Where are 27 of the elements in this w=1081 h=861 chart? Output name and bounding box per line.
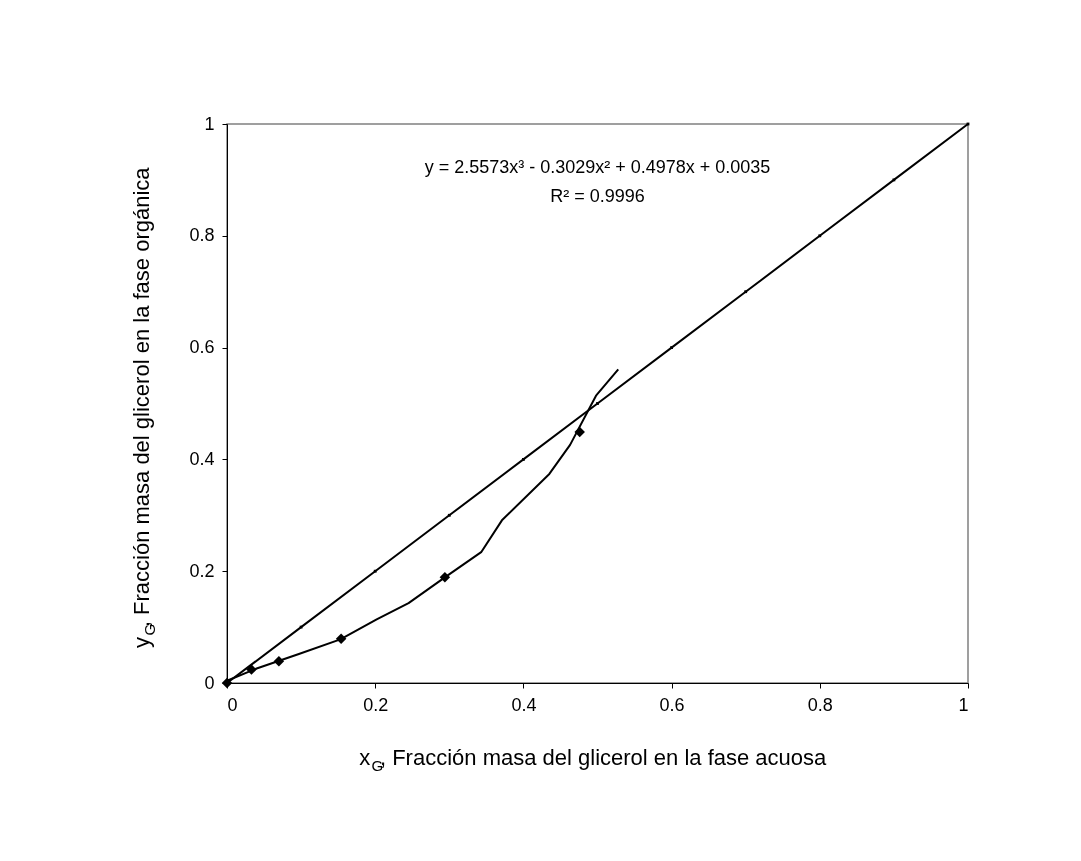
point	[574, 426, 585, 438]
point	[221, 677, 233, 689]
x-tick-label: 0.2	[363, 694, 389, 715]
point	[335, 633, 347, 645]
point	[299, 625, 303, 629]
x-tick-label: 1	[958, 694, 969, 715]
y-tick-label: 0.4	[189, 448, 215, 469]
y-tick-label: 0.2	[189, 560, 215, 581]
x-tick-label: 0.4	[511, 694, 537, 715]
y-tick-label: 1	[204, 113, 215, 134]
point	[246, 664, 257, 675]
x-tick-label: 0	[227, 694, 238, 715]
y-tick-label: 0.6	[189, 337, 215, 358]
y-tick-label: 0	[204, 672, 215, 693]
annotation: y = 2.5573x³ - 0.3029x² + 0.4978x + 0.0035	[424, 157, 771, 177]
annotation: R² = 0.9996	[550, 186, 645, 206]
y-axis-title: yG, Fracción masa del glicerol en la fase orgánica	[129, 166, 158, 648]
y-tick-label: 0.8	[189, 225, 215, 246]
x-tick-label: 0.8	[807, 694, 833, 715]
x-tick-label: 0.6	[659, 694, 685, 715]
point	[439, 572, 451, 583]
point	[447, 513, 451, 517]
point	[273, 655, 285, 667]
point	[373, 569, 377, 573]
point	[744, 290, 748, 294]
point	[818, 234, 822, 238]
point	[892, 178, 896, 182]
